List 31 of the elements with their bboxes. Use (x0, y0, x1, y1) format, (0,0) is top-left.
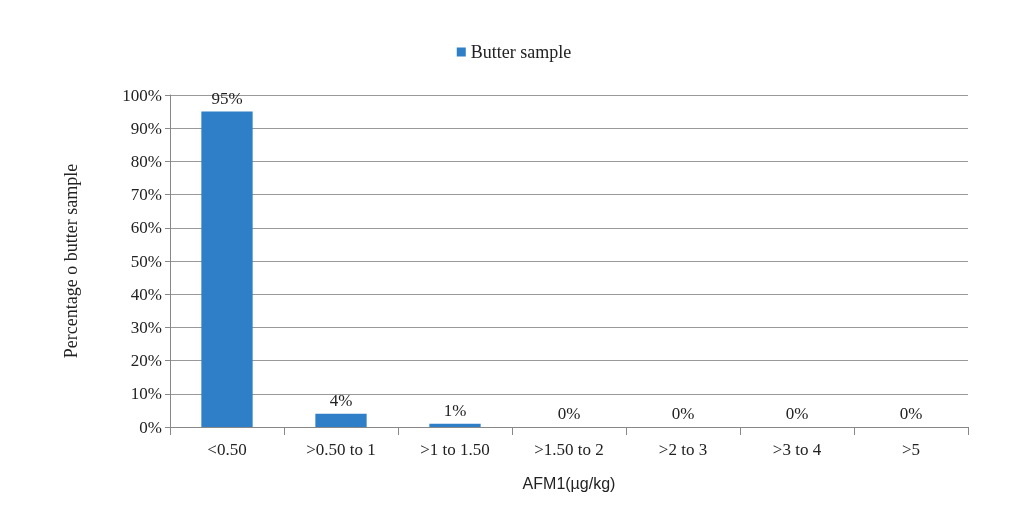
text: 0% (671, 404, 695, 423)
y-tick-label: 0% (139, 417, 162, 437)
text: 4% (329, 390, 353, 410)
bar (201, 111, 253, 427)
y-tick-label: 30% (130, 317, 162, 337)
legend-label: Butter sample (470, 42, 572, 62)
y-tick-label: 20% (130, 351, 162, 371)
x-axis-title: AFM1(µg/kg) (522, 474, 616, 492)
bar (429, 423, 481, 427)
y-tick-label: 90% (130, 118, 162, 138)
text: 1% (443, 400, 467, 420)
x-tick-label: >2 to 3 (658, 440, 708, 459)
y-tick-label: 80% (130, 151, 162, 171)
y-tick-label: 70% (130, 185, 162, 205)
bar (315, 413, 367, 427)
y-tick-label: 100% (122, 85, 162, 105)
y-tick-label: 60% (130, 218, 162, 238)
text: 95% (211, 88, 243, 108)
x-tick-label: >1.50 to 2 (534, 440, 604, 459)
x-tick-label: >5 (901, 440, 921, 459)
y-tick-label: 40% (130, 284, 162, 304)
y-tick-label: 50% (130, 251, 162, 271)
x-tick-label: >0.50 to 1 (306, 440, 376, 459)
text: 0% (899, 404, 923, 423)
y-tick-label: 10% (130, 384, 162, 404)
x-tick-label: >1 to 1.50 (420, 440, 490, 459)
text: 0% (785, 404, 809, 423)
x-tick-label: <0.50 (207, 440, 247, 459)
y-axis-title: Percentage o butter sample (61, 163, 81, 359)
text: 0% (557, 404, 581, 423)
x-tick-label: >3 to 4 (772, 440, 822, 459)
